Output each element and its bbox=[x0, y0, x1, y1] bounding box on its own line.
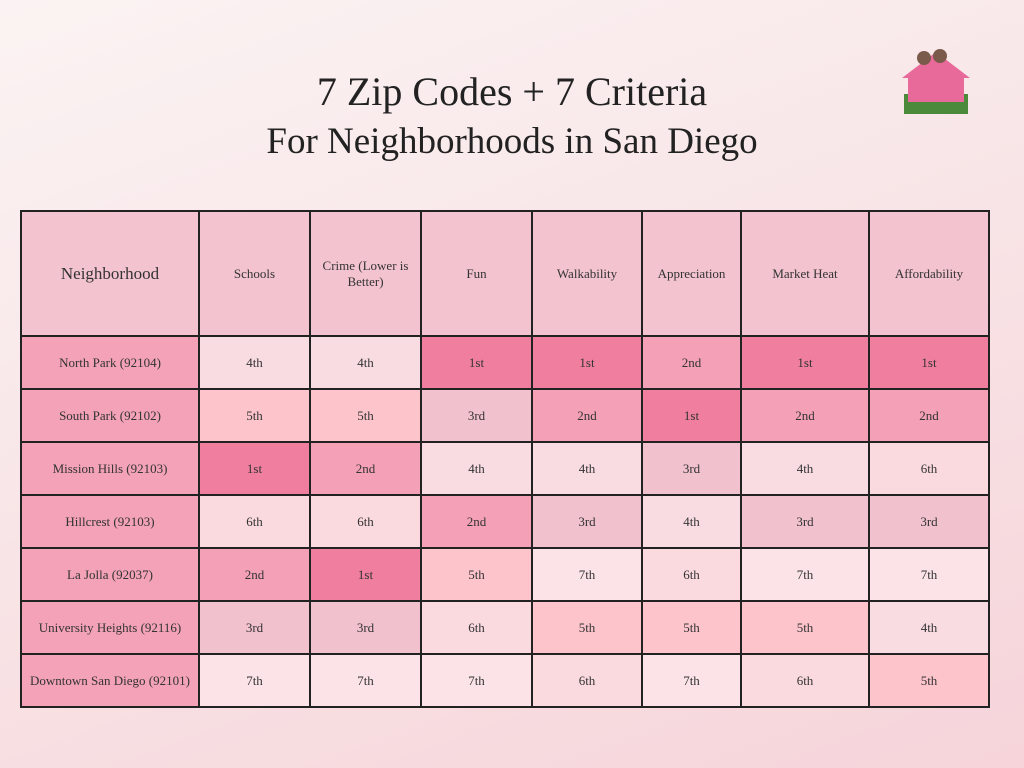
rank-cell: 3rd bbox=[531, 494, 643, 549]
rank-cell: 7th bbox=[531, 547, 643, 602]
rank-cell: 1st bbox=[740, 335, 870, 390]
rank-cell: 7th bbox=[868, 547, 990, 602]
rank-cell: 6th bbox=[868, 441, 990, 496]
rank-cell: 1st bbox=[420, 335, 533, 390]
rank-cell: 5th bbox=[198, 388, 311, 443]
rank-cell: 4th bbox=[531, 441, 643, 496]
rank-cell: 5th bbox=[420, 547, 533, 602]
rank-cell: 4th bbox=[309, 335, 422, 390]
subtitle: For Neighborhoods in San Diego bbox=[266, 121, 758, 162]
column-header: Crime (Lower is Better) bbox=[309, 210, 422, 337]
rank-cell: 7th bbox=[740, 547, 870, 602]
rank-cell: 7th bbox=[420, 653, 533, 708]
rank-cell: 5th bbox=[641, 600, 742, 655]
rank-cell: 1st bbox=[531, 335, 643, 390]
table-row: La Jolla (92037) 2nd 1st 5th 7th 6th 7th 7th bbox=[20, 547, 990, 602]
title: 7 Zip Codes + 7 Criteria bbox=[316, 69, 708, 114]
rank-cell: 7th bbox=[641, 653, 742, 708]
rank-cell: 6th bbox=[420, 600, 533, 655]
table-row: South Park (92102) 5th 5th 3rd 2nd 1st 2nd 2nd bbox=[20, 388, 990, 443]
logo bbox=[902, 49, 970, 114]
rank-cell: 2nd bbox=[198, 547, 311, 602]
rank-cell: 7th bbox=[309, 653, 422, 708]
rank-cell: 4th bbox=[198, 335, 311, 390]
rank-cell: 5th bbox=[309, 388, 422, 443]
table-row: Hillcrest (92103) 6th 6th 2nd 3rd 4th 3rd 3rd bbox=[20, 494, 990, 549]
rank-cell: 5th bbox=[868, 653, 990, 708]
rank-cell: 4th bbox=[420, 441, 533, 496]
rank-cell: 2nd bbox=[641, 335, 742, 390]
table-row: North Park (92104) 4th 4th 1st 1st 2nd 1st 1st bbox=[20, 335, 990, 390]
rank-cell: 1st bbox=[198, 441, 311, 496]
rank-cell: 2nd bbox=[868, 388, 990, 443]
logo-house bbox=[902, 52, 970, 102]
column-header: Affordability bbox=[868, 210, 990, 337]
neighborhood-cell: La Jolla (92037) bbox=[20, 547, 200, 602]
rank-cell: 6th bbox=[641, 547, 742, 602]
column-header: Walkability bbox=[531, 210, 643, 337]
rank-cell: 6th bbox=[740, 653, 870, 708]
rank-cell: 1st bbox=[309, 547, 422, 602]
rank-cell: 6th bbox=[531, 653, 643, 708]
table-row: Downtown San Diego (92101) 7th 7th 7th 6th 7t… bbox=[20, 653, 990, 708]
rank-cell: 2nd bbox=[740, 388, 870, 443]
column-header: Market Heat bbox=[740, 210, 870, 337]
rank-cell: 4th bbox=[740, 441, 870, 496]
neighborhood-cell: University Heights (92116) bbox=[20, 600, 200, 655]
rank-cell: 3rd bbox=[740, 494, 870, 549]
rank-cell: 6th bbox=[309, 494, 422, 549]
column-header: Neighborhood bbox=[20, 210, 200, 337]
logo-figure bbox=[933, 49, 947, 63]
neighborhood-cell: South Park (92102) bbox=[20, 388, 200, 443]
column-header: Schools bbox=[198, 210, 311, 337]
rank-cell: 3rd bbox=[868, 494, 990, 549]
neighborhood-cell: Downtown San Diego (92101) bbox=[20, 653, 200, 708]
rank-cell: 4th bbox=[868, 600, 990, 655]
rank-cell: 3rd bbox=[420, 388, 533, 443]
rank-cell: 7th bbox=[198, 653, 311, 708]
rank-cell: 4th bbox=[641, 494, 742, 549]
rank-cell: 5th bbox=[531, 600, 643, 655]
ranking-table: Neighborhood Schools Crime (Lower is Bette… bbox=[20, 210, 990, 708]
rank-cell: 1st bbox=[641, 388, 742, 443]
neighborhood-cell: Mission Hills (92103) bbox=[20, 441, 200, 496]
rank-cell: 6th bbox=[198, 494, 311, 549]
table-row: University Heights (92116) 3rd 3rd 6th 5th 5t… bbox=[20, 600, 990, 655]
table-row: Mission Hills (92103) 1st 2nd 4th 4th 3rd 4th 6… bbox=[20, 441, 990, 496]
rank-cell: 3rd bbox=[309, 600, 422, 655]
rank-cell: 3rd bbox=[641, 441, 742, 496]
rank-cell: 3rd bbox=[198, 600, 311, 655]
rank-cell: 2nd bbox=[420, 494, 533, 549]
neighborhood-cell: Hillcrest (92103) bbox=[20, 494, 200, 549]
rank-cell: 5th bbox=[740, 600, 870, 655]
rank-cell: 1st bbox=[868, 335, 990, 390]
rank-cell: 2nd bbox=[309, 441, 422, 496]
logo-figure bbox=[917, 51, 931, 65]
rank-cell: 2nd bbox=[531, 388, 643, 443]
neighborhood-cell: North Park (92104) bbox=[20, 335, 200, 390]
column-header: Appreciation bbox=[641, 210, 742, 337]
column-header: Fun bbox=[420, 210, 533, 337]
